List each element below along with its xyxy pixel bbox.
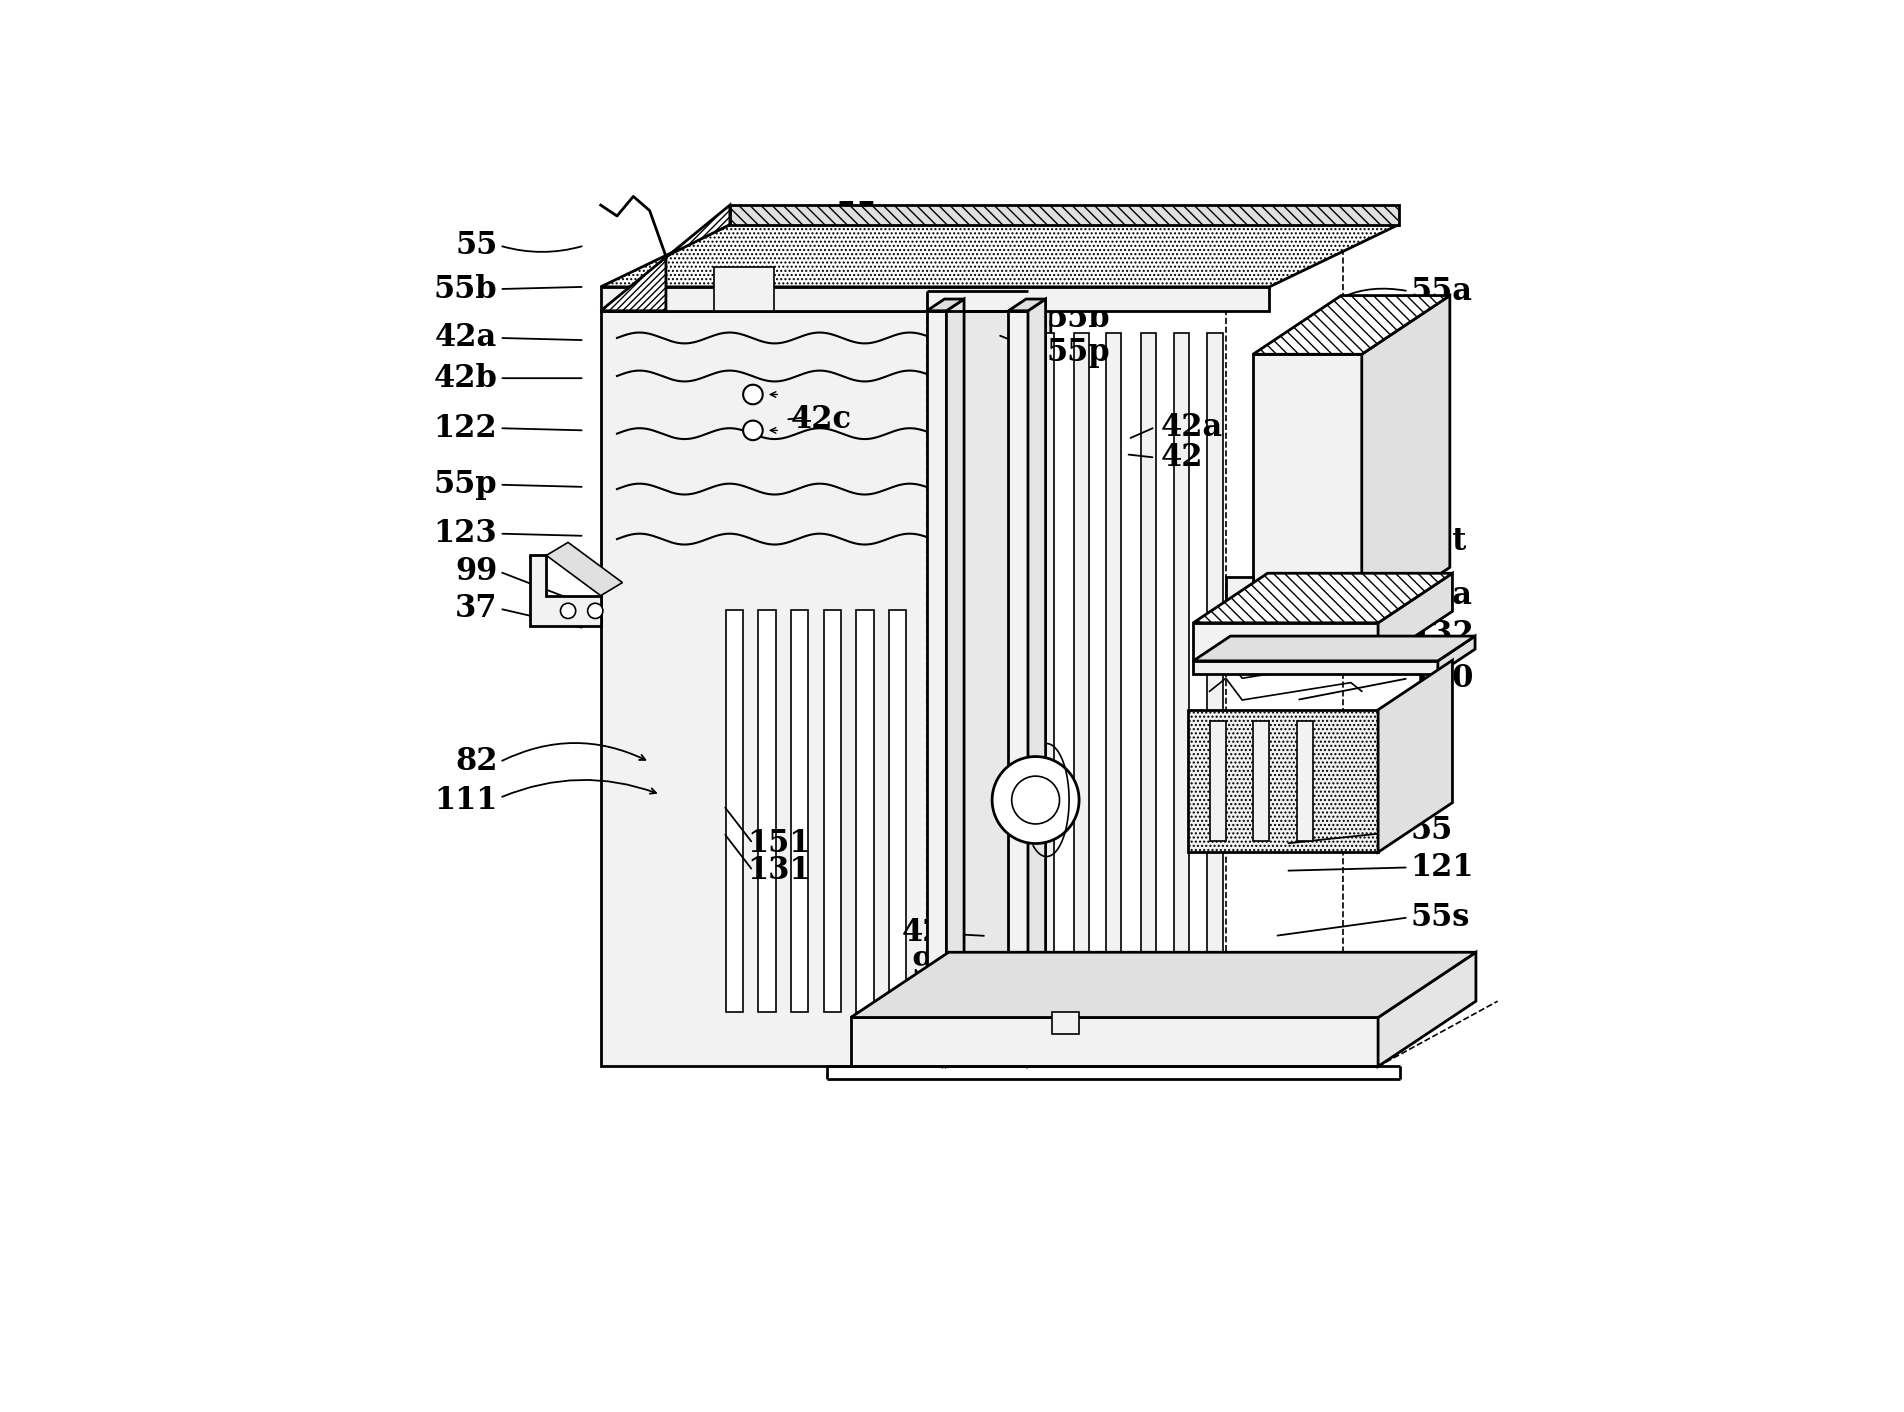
Polygon shape <box>714 267 775 311</box>
Polygon shape <box>927 1045 1028 1066</box>
Circle shape <box>560 603 575 618</box>
Text: 99: 99 <box>912 950 954 981</box>
Text: 132: 132 <box>1411 620 1474 651</box>
Text: 55a: 55a <box>1411 580 1472 611</box>
Polygon shape <box>725 610 743 1012</box>
Polygon shape <box>1361 295 1449 626</box>
Polygon shape <box>790 610 809 1012</box>
Polygon shape <box>851 952 1476 1018</box>
Polygon shape <box>1028 299 1045 1066</box>
Text: 55t: 55t <box>1411 525 1468 556</box>
Text: 42: 42 <box>845 232 889 263</box>
Polygon shape <box>1194 661 1438 674</box>
Text: 55: 55 <box>455 230 497 261</box>
Text: 55b: 55b <box>434 274 497 305</box>
Text: 82: 82 <box>455 747 497 778</box>
Polygon shape <box>946 299 963 1066</box>
Text: 55s: 55s <box>1411 902 1470 933</box>
Polygon shape <box>1378 952 1476 1066</box>
Text: 123: 123 <box>434 518 497 549</box>
Polygon shape <box>1074 333 1089 1045</box>
Text: 55: 55 <box>1411 815 1453 846</box>
Polygon shape <box>1297 720 1314 842</box>
Polygon shape <box>600 205 729 311</box>
Polygon shape <box>1209 720 1226 842</box>
Text: 42c: 42c <box>902 918 963 949</box>
Text: 122: 122 <box>434 412 497 443</box>
Polygon shape <box>600 287 1270 311</box>
Polygon shape <box>1207 333 1222 1045</box>
Text: 55p: 55p <box>836 199 899 230</box>
Polygon shape <box>1194 573 1453 623</box>
Polygon shape <box>1188 710 1378 853</box>
Text: 42c: 42c <box>790 404 853 435</box>
Polygon shape <box>927 311 946 1066</box>
Polygon shape <box>1378 661 1453 853</box>
Text: 42b: 42b <box>434 363 497 394</box>
Polygon shape <box>1253 295 1449 354</box>
Polygon shape <box>1051 1012 1080 1034</box>
Text: 55a: 55a <box>836 265 899 297</box>
Text: 42a: 42a <box>436 322 497 353</box>
Polygon shape <box>729 205 1399 225</box>
Text: 37: 37 <box>455 593 497 624</box>
Polygon shape <box>1009 311 1028 1066</box>
Text: 55p: 55p <box>434 469 497 500</box>
Text: 111: 111 <box>434 785 497 816</box>
Polygon shape <box>529 555 600 626</box>
Text: 55: 55 <box>1047 268 1089 299</box>
Polygon shape <box>1009 299 1045 311</box>
Polygon shape <box>942 239 1051 1066</box>
Text: 121: 121 <box>1411 851 1474 882</box>
Polygon shape <box>927 299 963 311</box>
Polygon shape <box>889 610 906 1012</box>
Circle shape <box>992 757 1080 843</box>
Text: 42: 42 <box>1161 442 1203 473</box>
Polygon shape <box>1040 333 1055 1045</box>
Text: 151: 151 <box>748 827 811 858</box>
Text: 55p: 55p <box>1047 336 1110 367</box>
Circle shape <box>1011 777 1059 825</box>
Polygon shape <box>546 542 623 596</box>
Circle shape <box>588 603 604 618</box>
Circle shape <box>743 421 764 441</box>
Polygon shape <box>1194 623 1378 661</box>
Circle shape <box>743 384 764 404</box>
Polygon shape <box>1194 635 1476 661</box>
Polygon shape <box>1173 333 1188 1045</box>
Polygon shape <box>1106 333 1121 1045</box>
Polygon shape <box>1438 635 1476 674</box>
Polygon shape <box>600 311 942 1066</box>
Text: 99: 99 <box>455 556 497 587</box>
Text: 42a: 42a <box>1161 412 1222 442</box>
Polygon shape <box>758 610 775 1012</box>
Polygon shape <box>1253 720 1270 842</box>
Polygon shape <box>1226 578 1253 604</box>
Polygon shape <box>600 225 1399 287</box>
Polygon shape <box>824 610 842 1012</box>
Text: 55b: 55b <box>1047 304 1110 333</box>
Polygon shape <box>1378 573 1453 661</box>
Polygon shape <box>857 610 874 1012</box>
Text: 131: 131 <box>748 856 811 887</box>
Text: 55a: 55a <box>1411 275 1472 306</box>
Polygon shape <box>1140 333 1156 1045</box>
Text: 150: 150 <box>1411 662 1474 693</box>
Polygon shape <box>851 1018 1378 1066</box>
Polygon shape <box>1253 354 1361 626</box>
Polygon shape <box>600 239 1051 311</box>
